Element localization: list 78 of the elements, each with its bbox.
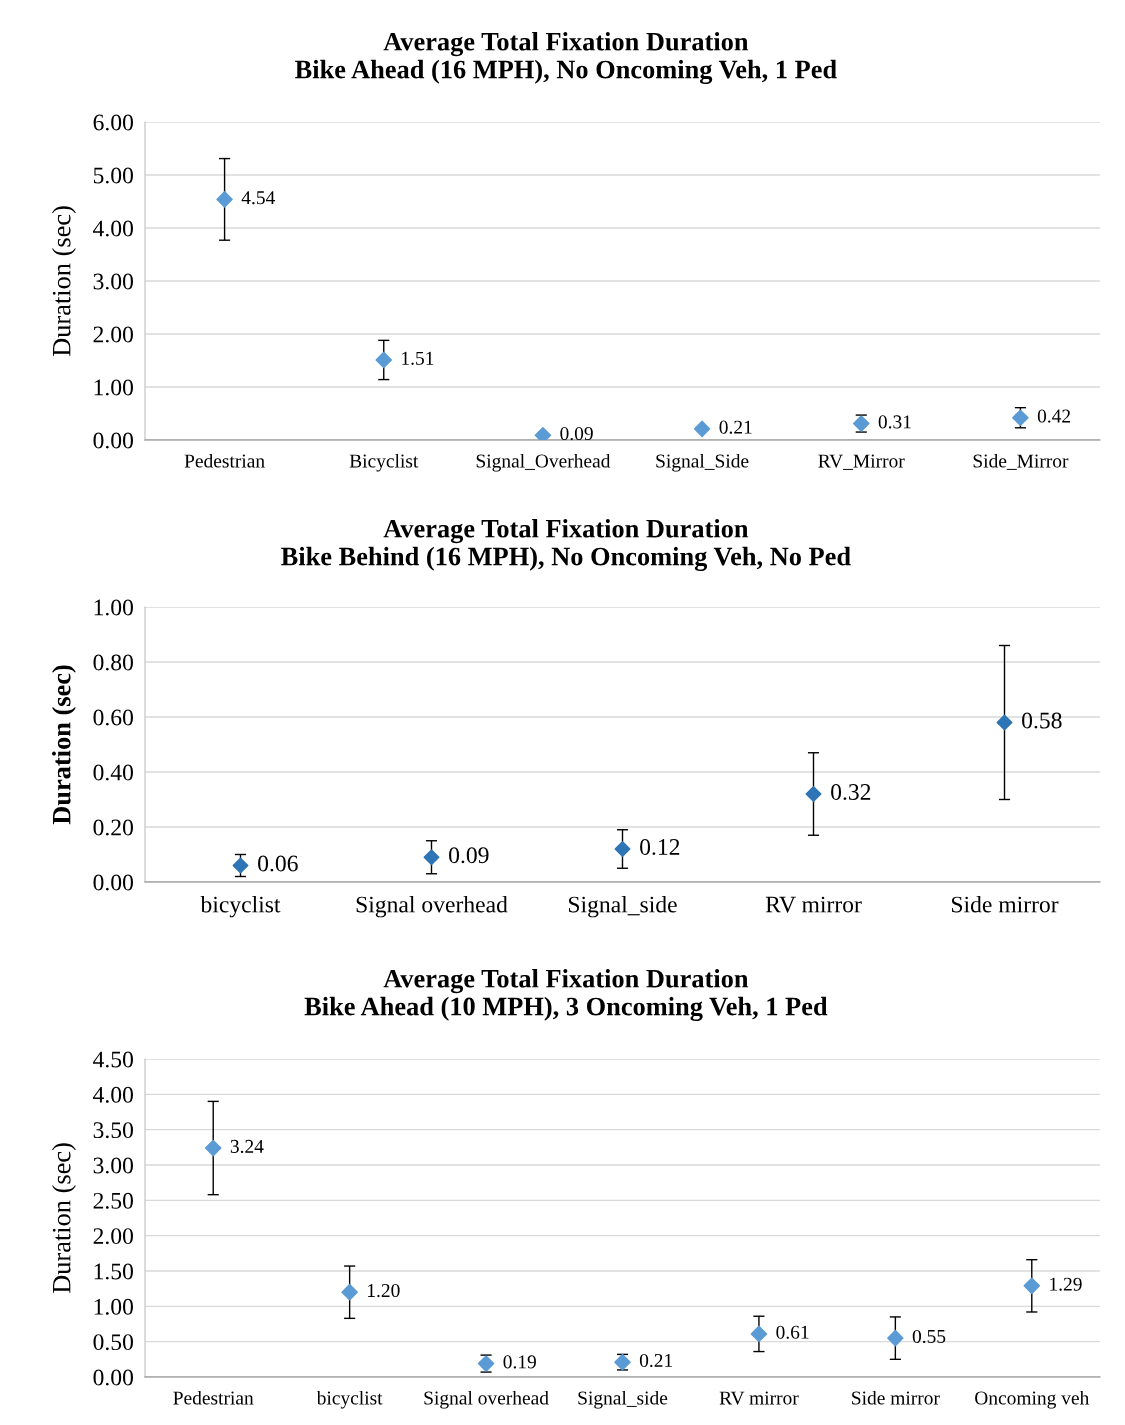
y-axis-title: Duration (sec) [51,206,76,357]
data-label: 0.32 [831,783,871,801]
point [216,191,233,208]
point [423,849,440,866]
y-tick-label: 3.00 [93,1157,133,1174]
x-tick-label: Signal_Overhead [476,453,611,472]
x-tick-label: Signal overhead [424,1390,549,1409]
x-tick-label: Pedestrian [173,1390,254,1405]
y-tick-label: 3.00 [93,273,133,290]
y-tick-label: 0.00 [93,1369,133,1386]
x-tick-label: bicyclist [200,895,281,918]
point [341,1283,358,1301]
x-tick-label: Side mirror [852,1390,940,1405]
point [614,841,631,857]
data-label: 1.29 [1050,1277,1082,1291]
x-tick-label: Side_Mirror [973,453,1069,470]
point [996,714,1013,731]
data-label: 1.51 [402,351,434,365]
y-tick-label: 0.40 [93,764,133,781]
point [693,420,711,438]
data-label: 0.19 [503,1355,536,1369]
data-label: 0.58 [1022,712,1062,729]
y-tick-label: 1.00 [94,379,133,396]
data-label: 3.24 [230,1139,264,1153]
data-label: 1.20 [368,1283,400,1298]
x-tick-label: Pedestrian [184,453,265,468]
y-tick-label: 0.20 [93,819,133,836]
y-tick-label: 1.50 [94,1263,133,1280]
x-tick-label: Signal overhead [356,895,508,918]
y-tick-label: 1.00 [94,1298,133,1315]
x-tick-label: RV mirror [719,1391,799,1405]
data-label: 0.06 [258,855,298,872]
y-axis-title: Duration (sec) [51,665,76,825]
y-tick-label: 0.00 [93,432,133,449]
point [1023,1277,1041,1295]
y-tick-label: 4.00 [93,220,133,237]
y-tick-label: 5.00 [93,167,133,184]
x-tick-label: Side mirror [951,895,1059,913]
point [750,1325,768,1343]
x-tick-label: bicyclist [316,1390,383,1409]
y-tick-label: 0.50 [93,1334,133,1351]
y-tick-label: 2.00 [93,1228,133,1245]
data-label: 0.31 [878,415,911,429]
point [805,786,822,802]
y-tick-label: 4.00 [93,1086,133,1103]
data-label: 0.09 [560,426,593,441]
y-tick-label: 6.00 [93,114,133,131]
chart-title: Average Total Fixation Duration Bike Behind (16 MPH), No Oncoming Veh, No Ped [281,519,851,571]
point [887,1329,904,1347]
data-label: 0.61 [776,1325,809,1339]
x-tick-label: Signal_side [568,895,677,918]
y-tick-label: 2.50 [93,1192,133,1209]
y-tick-label: 4.50 [93,1051,133,1068]
x-tick-label: Signal_Side [656,453,749,472]
data-label: 0.21 [639,1353,673,1368]
x-tick-label: Bicyclist [349,453,419,472]
data-label: 0.55 [912,1329,946,1344]
data-label: 0.21 [719,420,752,434]
point [232,857,249,874]
point [204,1139,222,1157]
chart-title: Average Total Fixation Duration Bike Ahead (10 MPH), 3 Oncoming Veh, 1 Ped [304,969,828,1021]
y-axis-title: Duration (sec) [51,1143,76,1294]
x-tick-label: RV_Mirror [818,454,905,470]
data-label: 4.54 [241,191,275,205]
y-tick-label: 1.00 [94,599,133,616]
y-tick-label: 0.80 [93,654,133,671]
y-tick-label: 0.60 [93,709,133,726]
data-label: 0.09 [449,847,489,864]
data-label: 0.42 [1037,409,1071,423]
y-tick-label: 3.50 [93,1122,133,1139]
y-tick-label: 2.00 [93,326,133,343]
y-tick-label: 0.00 [93,874,133,891]
x-tick-label: RV mirror [765,896,862,913]
point [375,351,393,369]
data-label: 0.12 [640,838,680,856]
x-tick-label: Signal_side [578,1390,668,1409]
chart-title: Average Total Fixation Duration Bike Ahead (16 MPH), No Oncoming Veh, 1 Ped [295,32,837,84]
x-tick-label: Oncoming veh [975,1390,1090,1409]
